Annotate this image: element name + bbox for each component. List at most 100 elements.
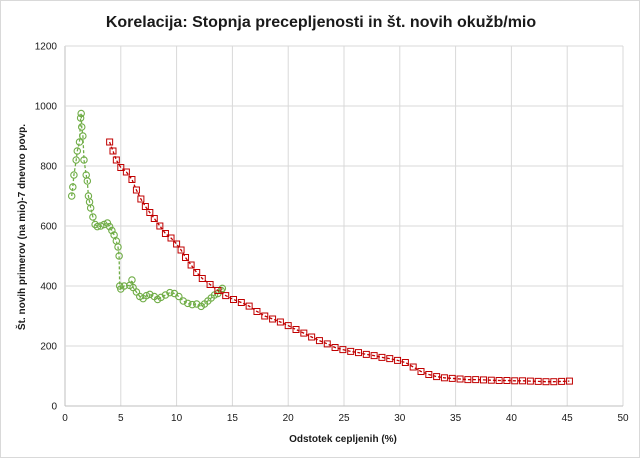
data-point (253, 308, 261, 315)
data-point (386, 355, 394, 363)
data-point (214, 287, 222, 294)
x-tick-label: 45 (562, 413, 574, 424)
data-point (276, 318, 284, 326)
data-point (115, 252, 123, 260)
data-point (77, 109, 85, 118)
data-point (146, 209, 154, 216)
data-point (331, 344, 339, 351)
data-point (70, 171, 78, 179)
data-point (284, 322, 292, 330)
data-point (480, 376, 487, 384)
data-point (565, 377, 573, 385)
data-point (261, 312, 269, 320)
x-tick-label: 15 (227, 413, 239, 424)
data-point (550, 378, 558, 386)
data-point (117, 164, 125, 171)
data-point (519, 377, 527, 385)
data-point (292, 326, 300, 333)
data-point (167, 234, 175, 242)
data-point (114, 243, 122, 251)
data-point (128, 176, 136, 183)
data-point (315, 337, 323, 345)
series-layer (67, 109, 573, 386)
data-point (75, 138, 84, 146)
data-point (77, 123, 86, 131)
data-point (526, 377, 534, 385)
data-point (401, 359, 409, 366)
data-point (157, 293, 165, 302)
x-tick-label: 10 (171, 413, 183, 424)
x-tick-label: 0 (62, 413, 68, 424)
y-tick-label: 200 (40, 342, 57, 353)
chart-title: Korelacija: Stopnja precepljenosti in št… (106, 14, 537, 31)
y-tick-label: 1000 (35, 102, 58, 113)
data-point (67, 192, 76, 200)
data-point (218, 284, 227, 293)
data-point (245, 302, 253, 310)
data-point (187, 261, 195, 269)
data-point (69, 183, 77, 191)
data-point (156, 222, 164, 230)
data-point (175, 292, 183, 301)
data-point (472, 376, 480, 384)
y-tick-label: 600 (40, 222, 57, 233)
x-tick-label: 40 (506, 413, 518, 424)
series-line (108, 141, 570, 383)
data-point (122, 168, 130, 176)
data-point (370, 352, 378, 360)
x-tick-label: 20 (283, 413, 295, 424)
data-point (192, 300, 201, 308)
data-point (72, 156, 80, 164)
data-point (511, 377, 519, 385)
data-point (409, 363, 417, 371)
data-point (487, 376, 495, 384)
data-point (177, 246, 185, 254)
data-point (355, 349, 363, 357)
data-point (89, 213, 97, 221)
data-point (394, 356, 402, 364)
grid-layer (64, 45, 624, 407)
data-point (83, 177, 92, 185)
data-point (269, 315, 277, 323)
data-point (93, 222, 102, 231)
data-point (188, 300, 196, 309)
data-point (347, 347, 355, 355)
data-point (86, 204, 95, 212)
x-tick-label: 50 (617, 413, 629, 424)
y-tick-label: 1200 (35, 42, 58, 53)
data-point (534, 377, 542, 385)
y-tick-label: 400 (40, 282, 57, 293)
data-point (96, 222, 105, 230)
x-axis-label: Odstotek cepljenih (%) (289, 434, 397, 445)
data-point (150, 215, 158, 222)
data-point (323, 340, 331, 348)
data-point (456, 375, 464, 383)
data-point (222, 292, 230, 300)
data-point (132, 186, 140, 194)
x-tick-label: 25 (338, 413, 350, 424)
tick-labels: 0 5 10 15 20 25 30 35 40 45 50 0 200 400 600 800 1000 120… (35, 42, 629, 425)
data-point (120, 282, 128, 290)
data-point (495, 377, 503, 384)
data-point (448, 374, 456, 382)
data-point (542, 378, 550, 386)
x-tick-label: 5 (118, 413, 124, 424)
y-axis-label: Št. novih primerov (na mio)-7 dnevno pov… (15, 124, 28, 330)
data-point (558, 377, 566, 385)
data-point (184, 299, 192, 308)
y-tick-label: 800 (40, 162, 57, 173)
data-point (105, 222, 114, 231)
data-point (161, 291, 170, 299)
data-point (109, 147, 117, 155)
y-tick-label: 0 (51, 402, 57, 413)
data-point (503, 377, 511, 384)
data-point (362, 350, 370, 358)
data-point (308, 333, 316, 341)
data-point (179, 297, 188, 305)
data-point (142, 291, 151, 300)
data-point (166, 288, 174, 297)
data-point (137, 195, 145, 203)
data-point (161, 230, 169, 237)
